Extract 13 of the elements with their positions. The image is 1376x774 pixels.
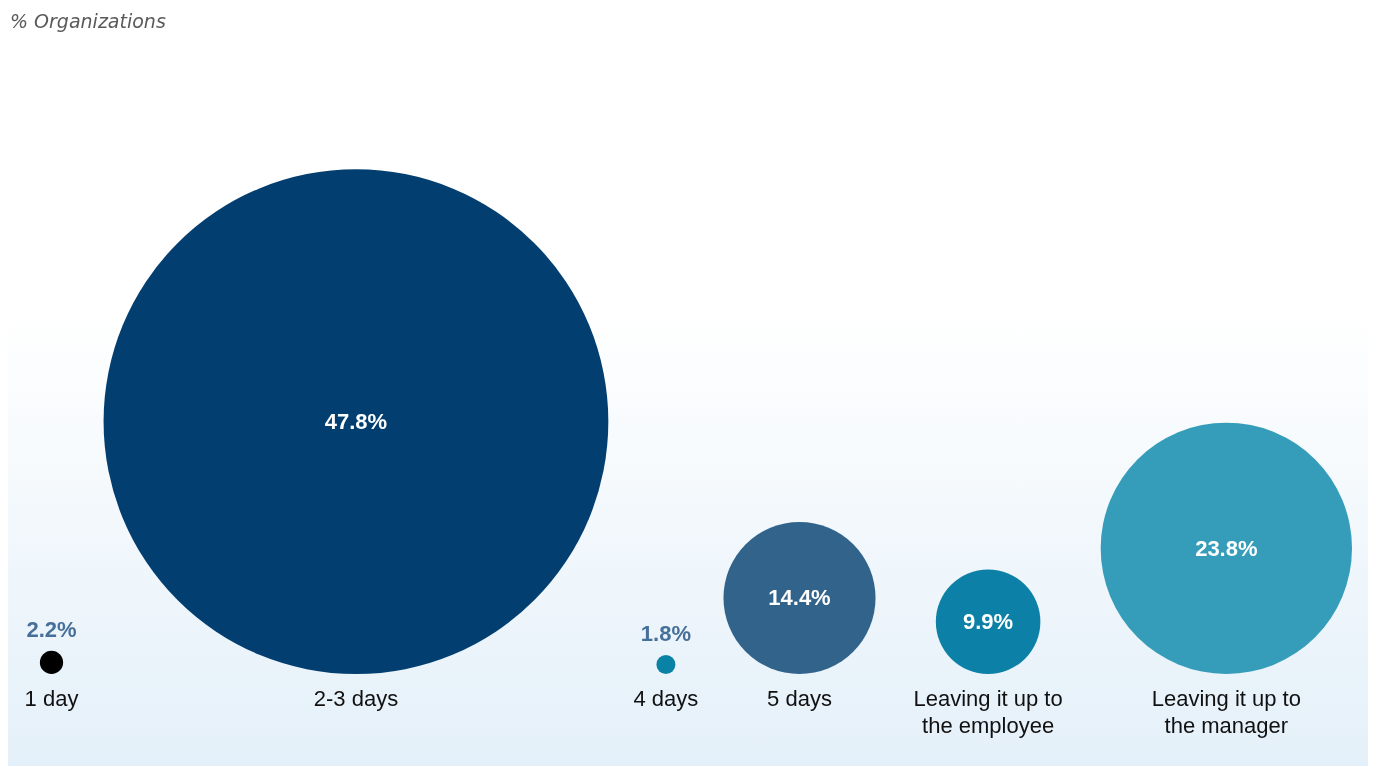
category-label: 1 day [24,685,79,711]
category-label: 2-3 days [313,685,399,711]
category-label: 5 days [767,685,832,711]
category-label: Leaving it up to the employee [913,685,1063,738]
data-label: 23.8% [1195,535,1258,561]
data-label: 1.8% [640,620,691,646]
data-label: 47.8% [324,409,388,435]
data-label: 14.4% [768,585,831,611]
data-label: 9.9% [963,609,1014,635]
text: % Organizations [10,10,166,32]
category-label: 4 days [633,685,699,711]
category-label: Leaving it up to the manager [1151,685,1301,738]
data-label: 2.2% [26,616,77,642]
